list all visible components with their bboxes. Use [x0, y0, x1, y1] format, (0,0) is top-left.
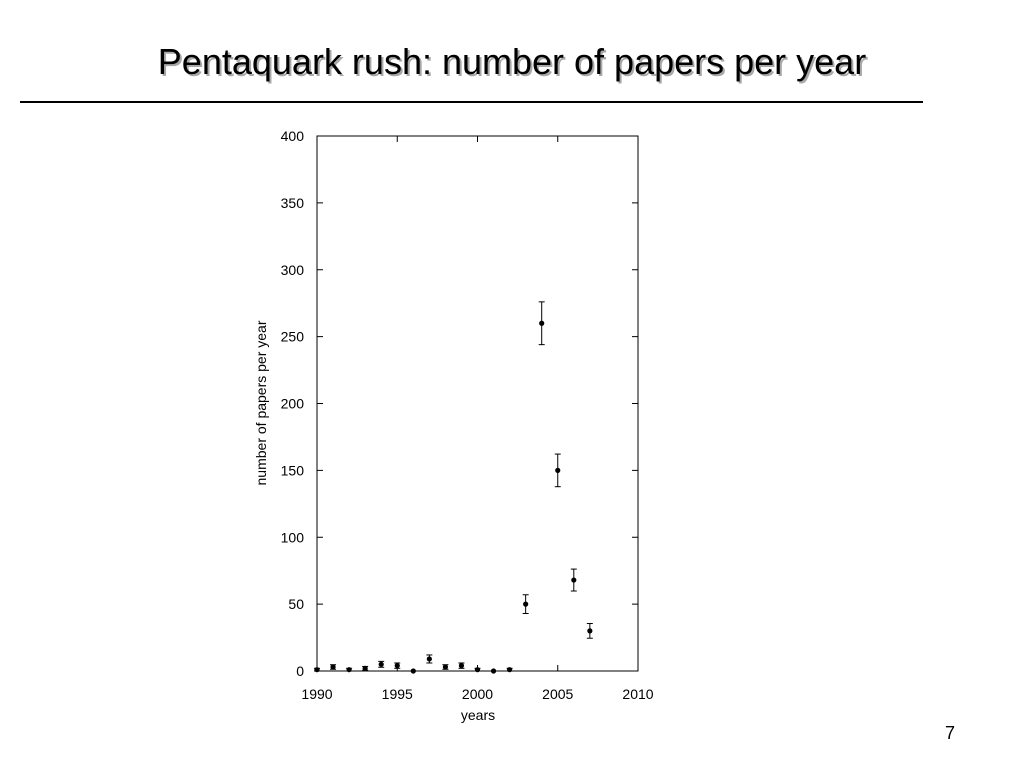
y-axis: 0 50 100 150 200 250 300 350 400: [281, 128, 638, 679]
data-point: [570, 568, 577, 592]
x-tick-label: 1990: [301, 686, 332, 702]
data-point: [378, 660, 385, 668]
point-marker: [330, 664, 336, 670]
y-tick-label: 350: [281, 195, 305, 211]
y-tick-label: 0: [296, 663, 304, 679]
data-points: [314, 301, 593, 674]
point-marker: [378, 661, 384, 667]
data-point: [314, 667, 320, 673]
point-marker: [314, 667, 320, 673]
point-marker: [555, 467, 561, 473]
data-point: [586, 623, 593, 639]
data-point: [346, 667, 353, 673]
y-tick-label: 250: [281, 329, 305, 345]
y-tick-label: 300: [281, 262, 305, 278]
point-marker: [362, 665, 368, 671]
data-point: [490, 668, 497, 674]
x-tick-label: 2005: [542, 686, 573, 702]
y-tick-label: 400: [281, 128, 305, 144]
y-axis-label: number of papers per year: [253, 320, 269, 485]
data-point: [506, 667, 513, 673]
data-point: [538, 301, 545, 346]
point-marker: [490, 668, 497, 674]
data-point: [522, 594, 529, 614]
data-point: [458, 662, 465, 669]
title-divider: [20, 101, 923, 103]
data-point: [426, 654, 433, 664]
data-point: [362, 665, 369, 671]
data-point: [442, 664, 449, 670]
point-marker: [394, 663, 400, 669]
point-marker: [571, 577, 577, 583]
data-point: [410, 668, 416, 674]
x-axis-label: years: [461, 707, 495, 723]
y-tick-label: 200: [281, 396, 305, 412]
x-tick-label: 1995: [382, 686, 413, 702]
point-marker: [539, 320, 545, 326]
data-point: [474, 667, 481, 673]
y-tick-label: 100: [281, 529, 305, 545]
x-tick-label: 2000: [462, 686, 493, 702]
plot-frame: [316, 135, 639, 672]
point-marker: [442, 664, 448, 670]
point-marker: [587, 628, 593, 634]
point-marker: [474, 667, 481, 673]
data-point: [394, 662, 401, 669]
y-tick-label: 150: [281, 462, 305, 478]
x-axis: 1990 1995 2000 2005 2010: [301, 136, 654, 702]
point-marker: [410, 668, 416, 674]
data-point: [330, 664, 337, 670]
page-number: 7: [944, 723, 955, 743]
data-point: [554, 453, 561, 488]
point-marker: [426, 656, 432, 662]
point-marker: [507, 667, 513, 673]
point-marker: [458, 663, 465, 669]
x-tick-label: 2010: [622, 686, 653, 702]
point-marker: [346, 667, 352, 673]
point-marker: [523, 601, 529, 607]
slide-title: Pentaquark rush: number of papers per ye…: [157, 41, 867, 82]
y-tick-label: 50: [288, 596, 304, 612]
